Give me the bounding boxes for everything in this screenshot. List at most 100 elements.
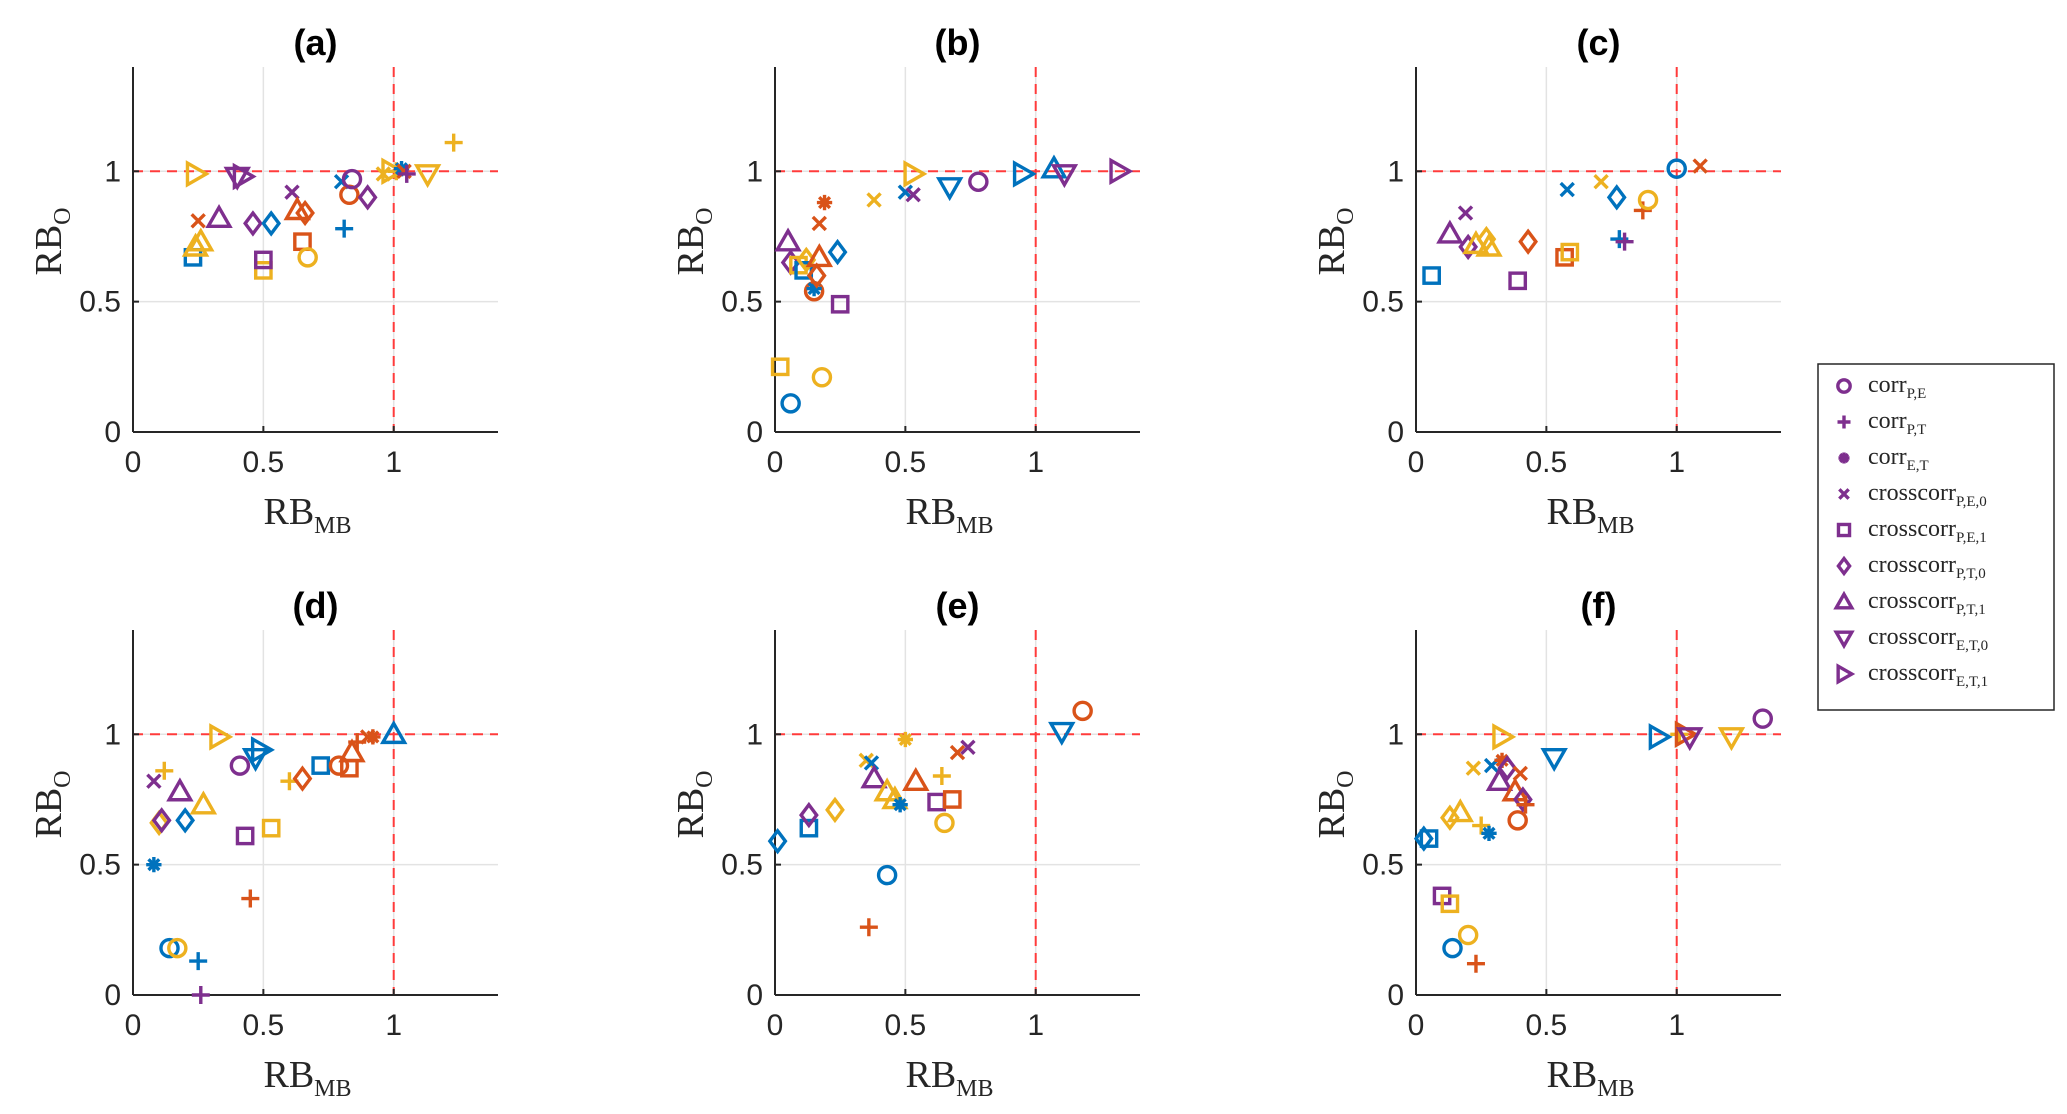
x-tick-label: 0 [767,446,784,479]
diamond-marker [243,210,263,237]
y-tick-label: 0.5 [79,849,121,882]
diamond-marker [151,807,172,834]
panel-d: 0 0.5 1 0 0.5 1 (d) RBMB RBO [28,585,498,1102]
plus-marker [241,889,260,908]
square-marker [770,357,790,377]
x-tick-label: 0.5 [1525,446,1567,479]
diamond-marker [806,262,827,289]
triangle-up-marker [805,243,834,268]
square-marker [1440,894,1460,914]
plus-marker [397,164,416,183]
square-marker [261,818,281,838]
x-marker [190,213,206,229]
panel-title: (c) [1577,22,1621,63]
triangle-up-marker [1436,219,1464,244]
panel-f: 0 0.5 1 0 0.5 1 (f) RBMB RBO [1311,585,1781,1102]
panel-title: (d) [293,585,339,626]
asterisk-marker [806,280,822,297]
triangle-down-marker [1717,727,1746,752]
x-marker [396,163,412,179]
circle-marker [1457,924,1479,946]
diamond-marker [175,807,196,834]
triangle-up-marker [205,203,233,229]
x-tick-label: 0.5 [884,446,926,479]
asterisk-marker [892,797,908,813]
circle-marker [297,247,318,268]
y-tick-label: 0.5 [721,849,763,882]
legend-label: crosscorrP,E,1 [1868,516,1987,546]
legend-x-marker [1838,488,1850,500]
y-tick-label: 1 [1387,155,1404,188]
y-tick-label: 0.5 [79,286,121,319]
square-marker [927,792,946,812]
plus-marker [1466,954,1485,973]
triangle-down-marker [1676,727,1704,752]
panel-title: (b) [935,22,981,63]
plus-marker [859,918,878,937]
square-marker [799,818,819,838]
square-marker [293,232,312,252]
y-tick-label: 1 [104,155,121,188]
x-tick-label: 0 [1408,446,1425,479]
y-axis-label: RBO [28,207,76,275]
triangle-right-marker [209,723,234,751]
x-marker [1465,760,1482,776]
legend-triangle-up-marker [1833,590,1855,610]
x-tick-label: 0 [125,1009,142,1042]
asterisk-marker [816,194,833,211]
plus-marker [1472,816,1491,835]
triangle-up-marker [338,738,366,763]
x-tick-label: 0 [125,446,142,479]
circle-marker [934,812,955,834]
asterisk-marker [1494,752,1510,769]
x-tick-label: 1 [1027,1009,1044,1042]
diamond-marker [1476,225,1497,253]
legend-square-marker [1836,522,1852,538]
circle-marker [229,755,251,776]
triangle-up-marker [189,790,218,815]
diamond-marker [357,184,378,211]
plus-marker [189,952,208,971]
legend-label: corrE,T [1868,444,1929,474]
panel-a: 0 0.5 1 0 0.5 1 (a) RBMB RBO [28,22,498,539]
square-marker [942,790,962,809]
triangle-up-marker [774,227,802,252]
triangle-up-marker [1475,232,1503,257]
x-axis-label: RBMB [905,1054,993,1102]
triangle-down-marker [241,747,270,772]
panel-c: 0 0.5 1 0 0.5 1 (c) RBMB RBO [1311,22,1781,539]
circle-marker [1666,158,1687,179]
triangle-up-marker [283,196,311,221]
legend-box [1817,363,2055,711]
y-tick-label: 0.5 [721,286,763,319]
triangle-right-marker [250,736,275,764]
square-marker [254,250,273,270]
square-marker [1555,247,1574,267]
legend-label: crosscorrE,T,0 [1868,624,1988,654]
plus-marker [444,133,463,152]
y-tick-label: 0 [746,979,763,1012]
x-marker [1593,174,1609,190]
x-marker [811,215,828,232]
panel-title: (f) [1581,585,1617,626]
diamond-marker [1413,825,1434,852]
triangle-down-marker [1050,164,1079,189]
triangle-down-marker [413,164,442,189]
square-marker [1560,242,1580,262]
legend-triangle-right-marker [1836,663,1856,685]
triangle-up-marker [166,777,194,802]
x-tick-label: 0.5 [242,1009,284,1042]
x-axis-label: RBMB [1546,1054,1634,1102]
circle-marker [328,755,350,776]
circle-marker [968,171,989,192]
x-tick-label: 1 [1668,446,1685,479]
x-tick-label: 1 [385,446,402,479]
x-tick-label: 0.5 [1525,1009,1567,1042]
x-marker [146,773,162,789]
y-axis-label: RBO [1311,770,1359,838]
diamond-marker [1513,786,1533,813]
diamond-marker [767,827,788,855]
x-tick-label: 0 [767,1009,784,1042]
x-marker [905,187,921,203]
